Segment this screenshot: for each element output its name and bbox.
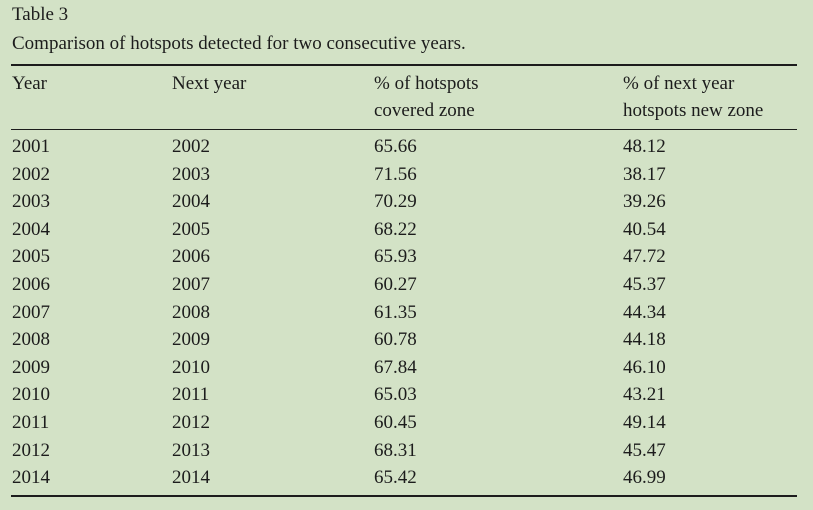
cell-new-zone-pct: 44.34 xyxy=(623,301,666,323)
cell-next-year: 2014 xyxy=(172,467,210,489)
header-covered-zone: % of hotspots covered zone xyxy=(374,70,479,124)
header-year: Year xyxy=(12,70,47,97)
header-covered-zone-line-2: covered zone xyxy=(374,100,475,121)
cell-covered-zone-pct: 71.56 xyxy=(374,163,417,185)
cell-new-zone-pct: 40.54 xyxy=(623,218,666,240)
header-new-zone-line-2: hotspots new zone xyxy=(623,100,764,121)
cell-next-year: 2008 xyxy=(172,301,210,323)
cell-year: 2006 xyxy=(12,273,50,295)
table-row: 2009 2010 67.84 46.10 xyxy=(0,354,813,382)
cell-year: 2004 xyxy=(12,218,50,240)
cell-year: 2001 xyxy=(12,136,50,157)
cell-next-year: 2013 xyxy=(172,439,210,461)
cell-new-zone-pct: 39.26 xyxy=(623,191,666,213)
cell-covered-zone-pct: 60.45 xyxy=(374,411,417,433)
table-row: 2004 2005 68.22 40.54 xyxy=(0,216,813,244)
table-label: Table 3 xyxy=(12,4,69,25)
cell-new-zone-pct: 44.18 xyxy=(623,329,666,351)
header-rule xyxy=(11,129,797,130)
cell-new-zone-pct: 45.47 xyxy=(623,439,666,461)
bottom-rule xyxy=(11,495,797,497)
cell-new-zone-pct: 45.37 xyxy=(623,273,666,295)
cell-year: 2007 xyxy=(12,301,50,323)
cell-next-year: 2009 xyxy=(172,329,210,351)
header-next-year: Next year xyxy=(172,70,246,97)
cell-next-year: 2007 xyxy=(172,273,210,295)
cell-year: 2010 xyxy=(12,384,50,406)
table-row: 2005 2006 65.93 47.72 xyxy=(0,243,813,271)
cell-next-year: 2006 xyxy=(172,246,210,268)
cell-new-zone-pct: 46.99 xyxy=(623,467,666,489)
cell-new-zone-pct: 47.72 xyxy=(623,246,666,268)
cell-new-zone-pct: 49.14 xyxy=(623,411,666,433)
cell-covered-zone-pct: 70.29 xyxy=(374,191,417,213)
table-row: 2003 2004 70.29 39.26 xyxy=(0,188,813,216)
table-row: 2008 2009 60.78 44.18 xyxy=(0,326,813,354)
table-row: 2001 2002 65.66 48.12 xyxy=(0,133,813,161)
cell-next-year: 2002 xyxy=(172,136,210,157)
header-new-zone: % of next year hotspots new zone xyxy=(623,70,763,124)
table-row: 2011 2012 60.45 49.14 xyxy=(0,409,813,437)
cell-covered-zone-pct: 61.35 xyxy=(374,301,417,323)
cell-year: 2003 xyxy=(12,191,50,213)
cell-covered-zone-pct: 68.22 xyxy=(374,218,417,240)
cell-covered-zone-pct: 65.66 xyxy=(374,136,417,157)
table-row: 2010 2011 65.03 43.21 xyxy=(0,381,813,409)
cell-next-year: 2004 xyxy=(172,191,210,213)
header-covered-zone-line-1: % of hotspots xyxy=(374,73,479,94)
cell-year: 2005 xyxy=(12,246,50,268)
cell-covered-zone-pct: 68.31 xyxy=(374,439,417,461)
cell-covered-zone-pct: 60.27 xyxy=(374,273,417,295)
cell-new-zone-pct: 46.10 xyxy=(623,356,666,378)
table-row: 2012 2013 68.31 45.47 xyxy=(0,437,813,465)
cell-year: 2008 xyxy=(12,329,50,351)
cell-covered-zone-pct: 67.84 xyxy=(374,356,417,378)
cell-new-zone-pct: 43.21 xyxy=(623,384,666,406)
cell-covered-zone-pct: 60.78 xyxy=(374,329,417,351)
header-next-year-line-1: Next year xyxy=(172,73,247,94)
header-new-zone-line-1: % of next year xyxy=(623,73,735,94)
top-rule xyxy=(11,64,797,66)
cell-next-year: 2005 xyxy=(172,218,210,240)
table-caption: Comparison of hotspots detected for two … xyxy=(12,33,466,54)
header-year-line-1: Year xyxy=(12,73,48,94)
cell-covered-zone-pct: 65.93 xyxy=(374,246,417,268)
cell-new-zone-pct: 48.12 xyxy=(623,136,666,157)
cell-next-year: 2011 xyxy=(172,384,210,406)
cell-covered-zone-pct: 65.03 xyxy=(374,384,417,406)
cell-year: 2002 xyxy=(12,163,50,185)
table-body: 2001 2002 65.66 48.12 2002 2003 71.56 38.17 2003… xyxy=(0,133,813,492)
table-row: 2006 2007 60.27 45.37 xyxy=(0,271,813,299)
cell-year: 2011 xyxy=(12,411,50,433)
cell-next-year: 2010 xyxy=(172,356,210,378)
cell-year: 2012 xyxy=(12,439,50,461)
table-row: 2002 2003 71.56 38.17 xyxy=(0,161,813,189)
table-row: 2007 2008 61.35 44.34 xyxy=(0,299,813,327)
cell-year: 2009 xyxy=(12,356,50,378)
cell-next-year: 2003 xyxy=(172,163,210,185)
cell-year: 2014 xyxy=(12,467,50,489)
cell-covered-zone-pct: 65.42 xyxy=(374,467,417,489)
cell-next-year: 2012 xyxy=(172,411,210,433)
table-row: 2014 2014 65.42 46.99 xyxy=(0,464,813,492)
cell-new-zone-pct: 38.17 xyxy=(623,163,666,185)
